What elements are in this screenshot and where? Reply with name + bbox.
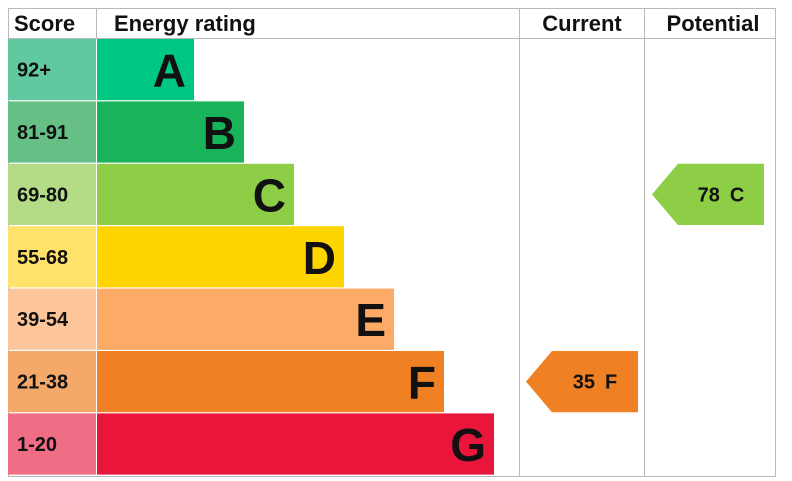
score-column-header: Score: [14, 11, 75, 36]
rating-bar-f: [97, 351, 444, 413]
score-range-b: 81-91: [17, 122, 68, 144]
energy-rating-column-header: Energy rating: [114, 11, 256, 36]
score-range-d: 55-68: [17, 247, 68, 269]
current-rating-label: 35 F: [573, 372, 617, 394]
score-cell-b: [8, 101, 96, 163]
score-range-c: 69-80: [17, 184, 68, 206]
rating-letter-f: F: [408, 357, 436, 409]
rating-indicators: 35 F 78 C: [526, 163, 764, 413]
rating-bar-e: [97, 288, 394, 350]
rating-bar-g: [97, 413, 494, 475]
score-cell-a: [8, 39, 96, 101]
score-cell-c: [8, 163, 96, 225]
rating-bands: 92+ A 81-91 B 69-80 C 55-68 D 39-54 E 21-38 F 1-20 G: [8, 39, 494, 475]
rating-letter-d: D: [303, 232, 336, 284]
score-range-f: 21-38: [17, 372, 68, 394]
score-range-e: 39-54: [17, 309, 69, 331]
score-range-a: 92+: [17, 60, 51, 82]
current-arrow: [526, 351, 638, 413]
rating-letter-a: A: [153, 45, 186, 97]
rating-letter-e: E: [355, 294, 386, 346]
rating-bar-b: [97, 101, 244, 163]
score-cell-f: [8, 351, 96, 413]
rating-letter-c: C: [253, 169, 286, 221]
score-cell-g: [8, 413, 96, 475]
rating-bar-a: [97, 39, 194, 101]
score-cell-e: [8, 288, 96, 350]
rating-bar-c: [97, 163, 294, 225]
rating-letter-b: B: [203, 107, 236, 159]
rating-letter-g: G: [450, 419, 486, 471]
potential-arrow: [652, 163, 764, 225]
score-range-g: 1-20: [17, 434, 57, 456]
potential-column-header: Potential: [667, 11, 760, 36]
current-column-header: Current: [542, 11, 622, 36]
potential-rating-label: 78 C: [698, 184, 745, 206]
rating-bar-d: [97, 226, 344, 288]
score-cell-d: [8, 226, 96, 288]
